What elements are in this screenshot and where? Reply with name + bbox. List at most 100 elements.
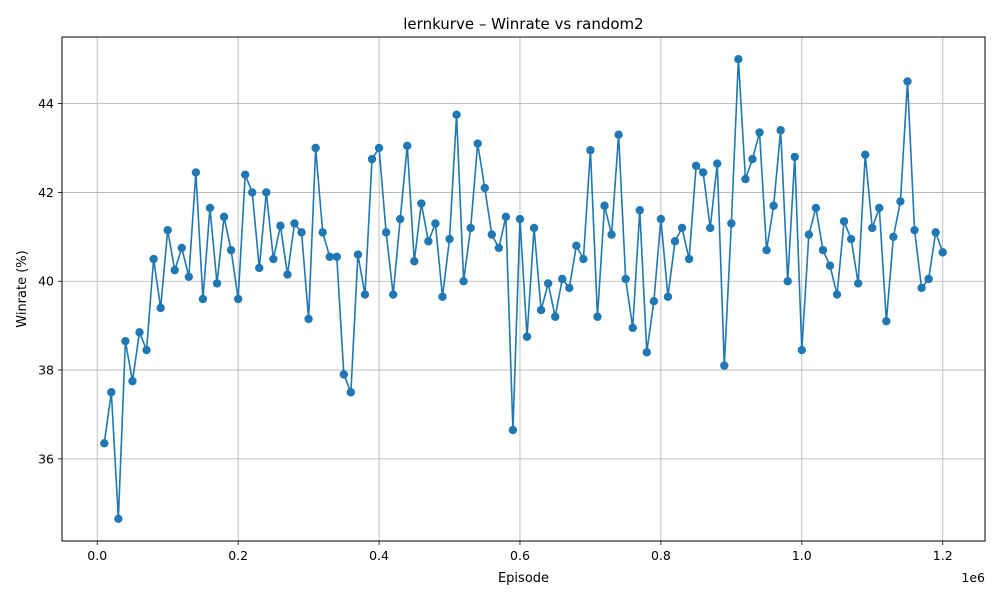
data-point — [177, 243, 186, 253]
y-tick-label: 38 — [38, 363, 54, 378]
y-tick-label: 36 — [38, 451, 54, 466]
data-point — [769, 201, 778, 210]
data-point — [226, 245, 236, 255]
data-point — [325, 252, 334, 262]
data-point — [508, 425, 518, 435]
y-axis-label: Winrate (%) — [15, 250, 30, 327]
data-point — [473, 139, 482, 148]
data-point — [367, 154, 377, 164]
x-tick-label: 0.4 — [369, 548, 389, 563]
data-point — [691, 161, 701, 170]
data-point — [262, 188, 271, 197]
data-point — [142, 345, 151, 355]
data-point — [910, 225, 919, 235]
data-point — [290, 219, 299, 228]
x-tick-label: 1.0 — [792, 548, 812, 563]
data-point — [360, 290, 370, 299]
data-point — [543, 279, 553, 288]
data-point — [233, 294, 243, 304]
data-point — [522, 332, 532, 341]
plot-area-frame — [61, 36, 986, 542]
data-point — [734, 55, 743, 64]
data-point — [487, 230, 496, 239]
data-point — [621, 274, 630, 284]
data-point — [558, 274, 567, 284]
data-point — [269, 254, 278, 264]
data-point — [501, 212, 511, 222]
data-point — [565, 283, 574, 293]
data-point — [388, 290, 398, 299]
data-point — [628, 323, 637, 333]
data-point — [459, 277, 468, 286]
data-point — [452, 110, 461, 119]
data-point — [635, 205, 644, 215]
data-point — [698, 168, 708, 177]
data-point — [684, 254, 694, 264]
data-point — [572, 241, 581, 250]
x-tick-label: 1.2 — [933, 548, 953, 563]
data-point — [804, 230, 814, 239]
data-point — [424, 237, 433, 246]
data-point — [656, 214, 666, 224]
data-point — [311, 143, 320, 153]
data-point — [297, 228, 306, 237]
data-point — [797, 345, 807, 355]
data-point — [811, 203, 821, 213]
data-point — [114, 514, 123, 523]
data-point — [875, 203, 884, 213]
data-point — [649, 297, 659, 306]
data-point — [318, 228, 327, 237]
data-point — [403, 141, 412, 150]
data-point — [839, 217, 849, 226]
data-point — [551, 312, 560, 321]
series-line — [103, 58, 944, 520]
data-point — [825, 261, 835, 270]
series-line-layer — [103, 58, 944, 520]
data-point — [219, 212, 229, 222]
y-tick-label: 44 — [38, 96, 54, 111]
x-tick-label: 0.0 — [87, 548, 107, 563]
data-point — [339, 370, 349, 379]
data-point — [128, 376, 137, 386]
data-point — [536, 305, 546, 315]
data-point — [494, 243, 504, 253]
data-point — [783, 277, 792, 286]
data-point — [776, 126, 785, 135]
data-point — [529, 223, 539, 233]
x-tick-label: 0.2 — [228, 548, 248, 563]
data-point — [121, 336, 130, 346]
data-point — [607, 230, 616, 239]
data-point — [938, 248, 947, 257]
data-point — [156, 303, 165, 313]
data-point — [438, 292, 447, 301]
data-point — [720, 361, 729, 370]
x-axis-ticks: 0.0 0.2 0.4 0.6 0.8 1.0 1.2 — [87, 541, 953, 563]
data-point — [861, 150, 870, 159]
data-point — [924, 274, 933, 284]
y-axis-ticks: 36 38 40 42 44 — [38, 96, 62, 466]
data-point — [248, 188, 257, 197]
data-point — [170, 265, 179, 275]
data-point — [896, 197, 905, 206]
data-point — [184, 272, 194, 281]
data-point — [677, 223, 687, 233]
data-point — [346, 388, 356, 397]
data-point — [846, 234, 856, 244]
data-point — [381, 228, 391, 237]
data-point — [931, 228, 940, 237]
data-point — [100, 439, 109, 448]
data-point — [445, 234, 454, 244]
data-point — [642, 348, 651, 357]
data-point — [466, 223, 475, 233]
data-point — [212, 279, 222, 288]
data-point — [713, 159, 722, 168]
data-point — [755, 128, 764, 137]
data-point — [240, 170, 250, 179]
x-tick-label: 0.8 — [651, 548, 671, 563]
x-axis-label: Episode — [498, 571, 549, 586]
data-point — [191, 168, 201, 177]
data-point — [579, 254, 588, 264]
x-axis-offset-label: 1e6 — [961, 570, 985, 585]
data-point — [706, 223, 715, 233]
data-point — [586, 146, 595, 155]
